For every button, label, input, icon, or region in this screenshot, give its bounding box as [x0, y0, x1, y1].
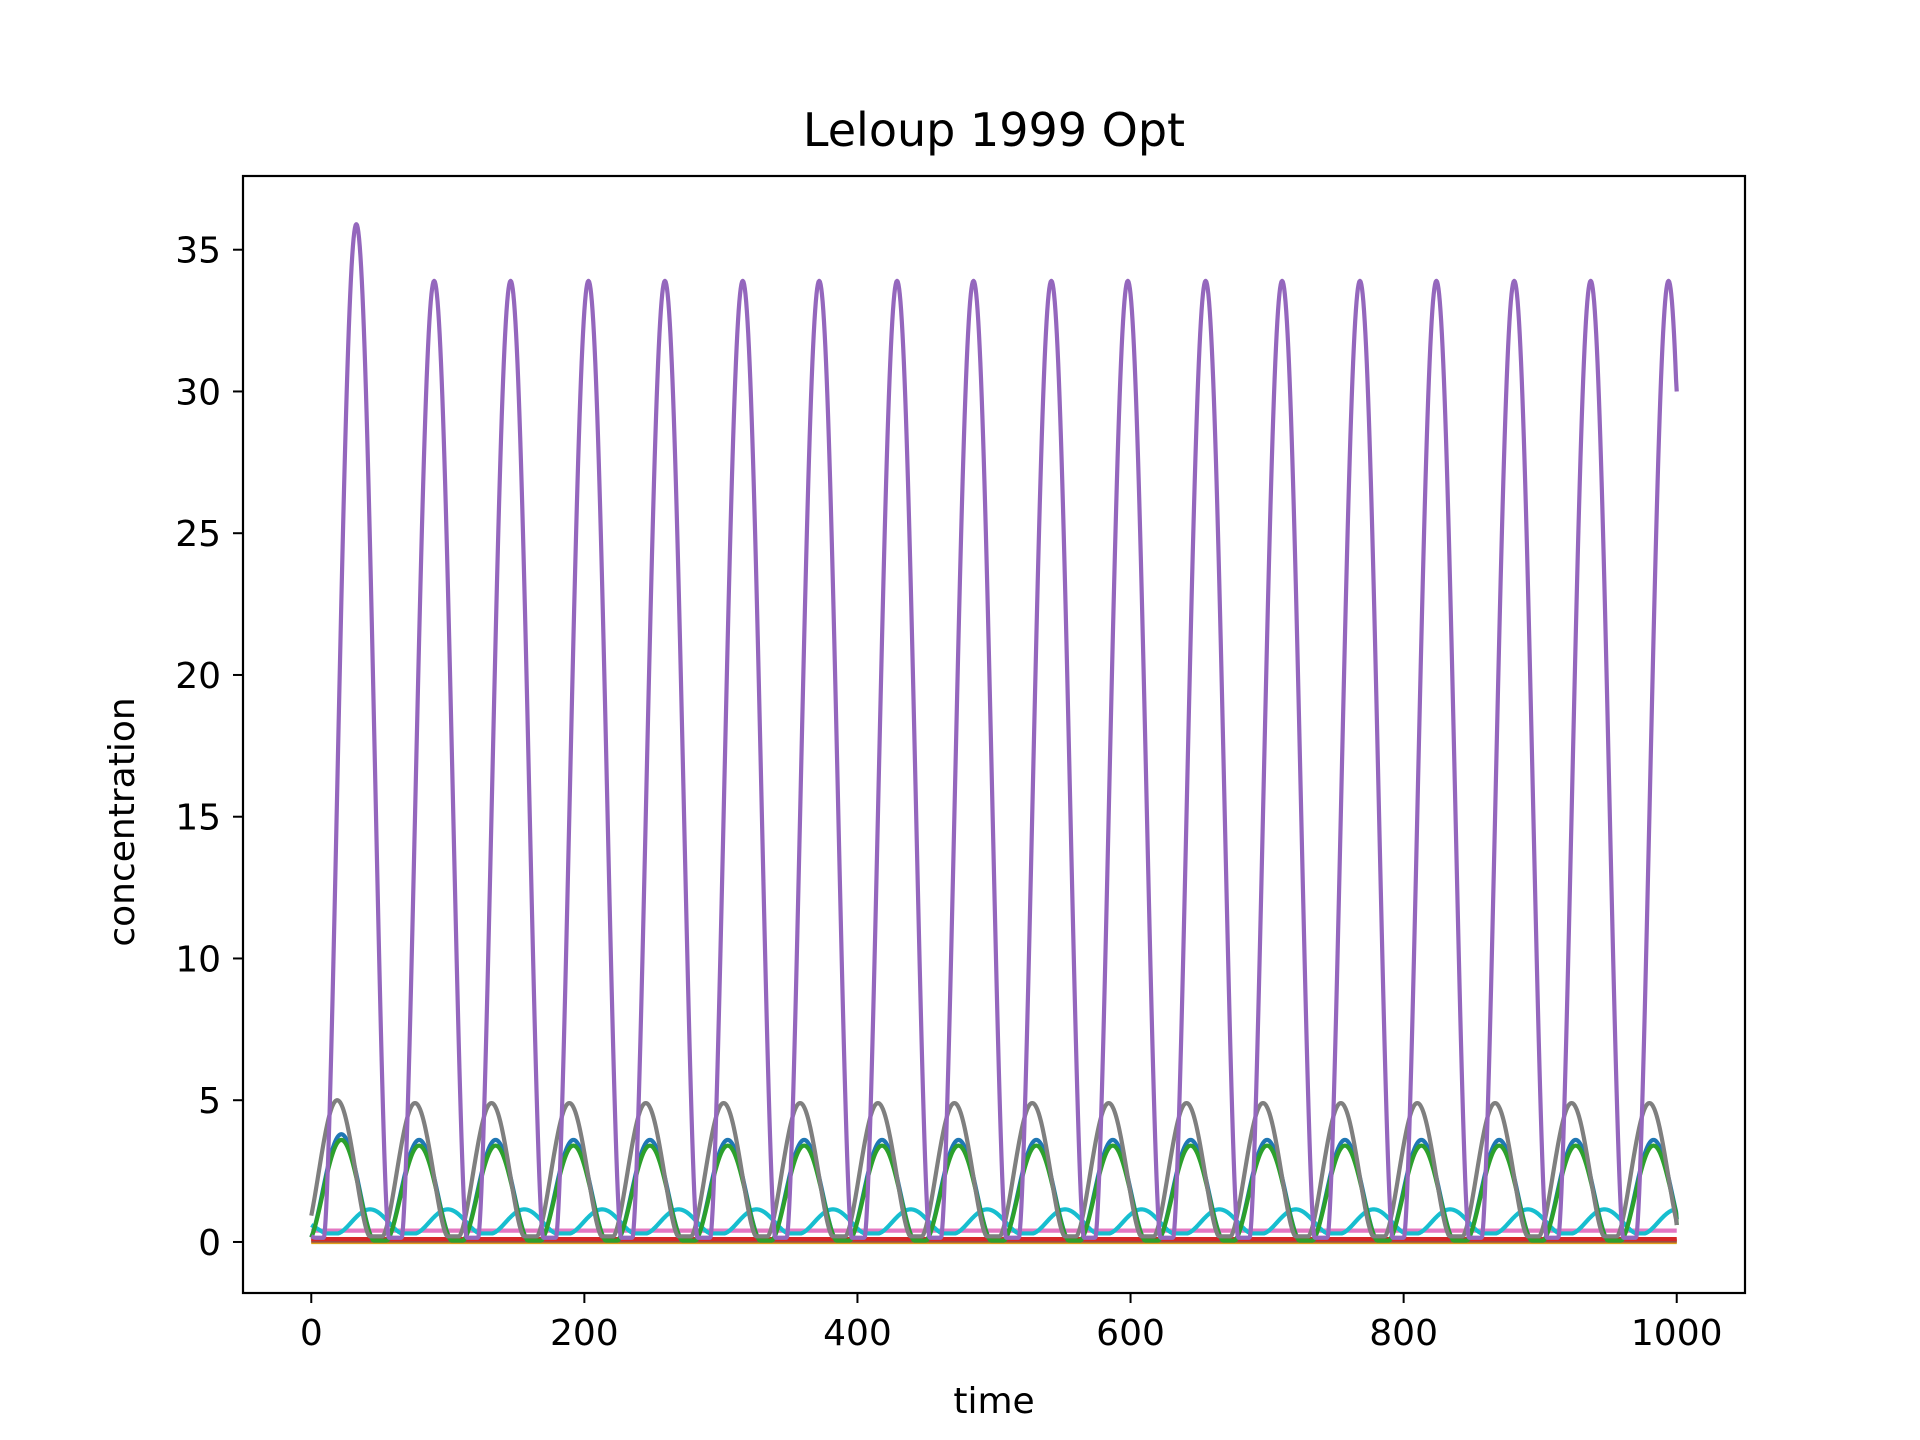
x-tick-label: 0	[300, 1313, 323, 1354]
y-tick-label: 30	[175, 372, 221, 413]
x-tick-label: 400	[823, 1313, 892, 1354]
x-tick-label: 800	[1369, 1313, 1438, 1354]
chart-title: Leloup 1999 Opt	[803, 103, 1185, 157]
plot-frame	[241, 174, 1747, 1295]
x-tick-label: 200	[550, 1313, 619, 1354]
y-tick-label: 10	[175, 939, 221, 980]
series-line	[309, 222, 1679, 1240]
x-ticks: 0 200 400 600 800 1000	[300, 1293, 1723, 1354]
y-tick-label: 0	[198, 1223, 221, 1264]
y-tick-label: 5	[198, 1081, 221, 1122]
y-tick-label: 15	[175, 798, 221, 839]
y-ticks: 0 5 10 15 20 25 30 35	[175, 231, 243, 1264]
series-line	[309, 1207, 1679, 1236]
y-tick-label: 20	[175, 656, 221, 697]
x-axis-label: time	[953, 1381, 1034, 1422]
plot-series	[309, 222, 1679, 1245]
series-line	[309, 1098, 1679, 1239]
y-tick-label: 25	[175, 514, 221, 555]
x-tick-label: 1000	[1631, 1313, 1723, 1354]
x-tick-label: 600	[1096, 1313, 1165, 1354]
y-tick-label: 35	[175, 231, 221, 272]
y-axis-label: concentration	[102, 697, 143, 946]
